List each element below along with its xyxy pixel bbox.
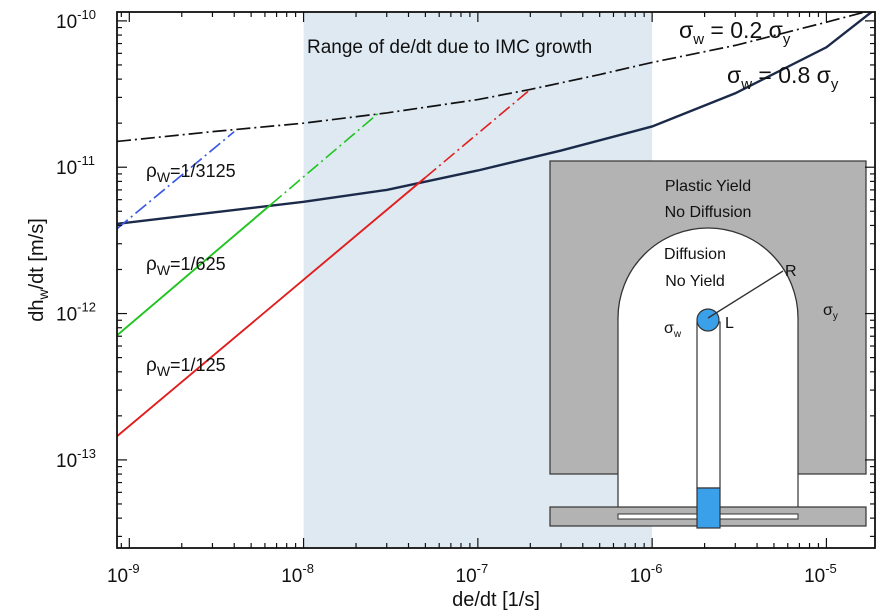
series-4-dashed-segment (424, 88, 531, 179)
x-tick-label-0: 10-9 (107, 561, 140, 587)
inset-diffusion-label-2: No Yield (665, 273, 725, 290)
series-3-label: ρW=1/625 (146, 254, 226, 278)
inset-sigma-w-label: σw (664, 320, 682, 340)
plot-frame (116, 11, 876, 549)
x-tick-label-2: 10-7 (456, 561, 489, 587)
series-3-solid-segment (117, 203, 272, 337)
series-2-line (117, 130, 235, 230)
series-1-label: σw = 0.8 σy (727, 62, 839, 93)
y-tick-label-1: 10-12 (56, 300, 96, 326)
y-axis-label: dhw/dt [m/s] (26, 218, 51, 322)
series-4-label: ρW=1/125 (146, 355, 226, 379)
inset-whisker-tip (696, 308, 720, 332)
x-tick-label-1: 10-8 (281, 561, 314, 587)
inset-radius-label: R (785, 263, 797, 280)
series-1-line (117, 12, 874, 226)
inset-whisker-base (696, 487, 721, 529)
x-tick-label-3: 10-6 (630, 561, 663, 587)
series-0-label: σw = 0.2 σy (679, 17, 791, 48)
y-tick-label-0: 10-13 (56, 446, 96, 472)
series-2-label: ρW=1/3125 (146, 161, 236, 185)
inset-plastic-label-1: Plastic Yield (665, 178, 751, 195)
series-4-solid-segment (117, 176, 427, 438)
inset-length-label: L (725, 315, 734, 332)
inset-radius-line (707, 270, 784, 319)
inset-diffusion-label-1: Diffusion (664, 246, 726, 263)
y-tick-label-3: 10-10 (56, 7, 96, 33)
inset-whisker-channel (696, 321, 721, 489)
shaded-range-label: Range of de/dt due to IMC growth (307, 37, 592, 58)
x-tick-label-4: 10-5 (804, 561, 837, 587)
x-axis-label: de/dt [1/s] (452, 589, 540, 610)
inset-plastic-label-2: No Diffusion (665, 204, 752, 221)
series-0-line (117, 12, 869, 143)
inset-sigma-y-label: σy (823, 302, 838, 322)
y-tick-label-2: 10-11 (56, 153, 95, 179)
